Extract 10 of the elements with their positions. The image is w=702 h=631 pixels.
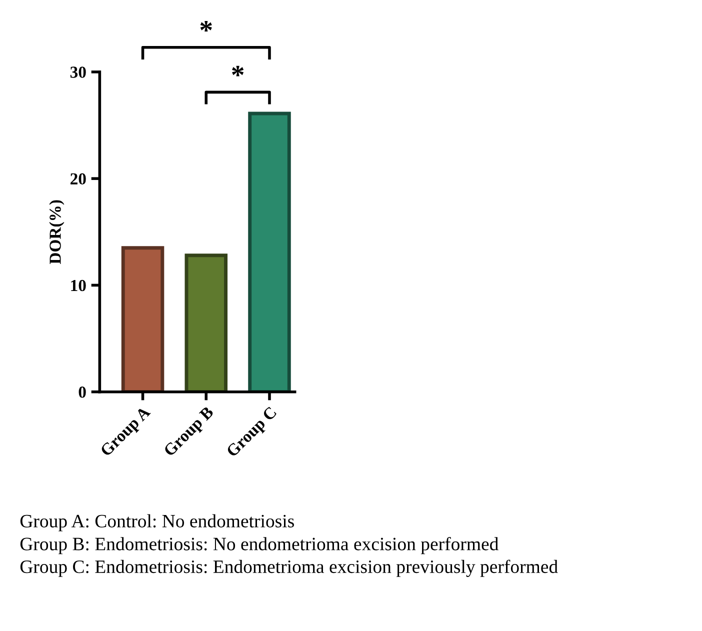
text: Group B: Endometriosis: No endometrioma excision performed — [20, 536, 498, 554]
y-tick-label: 30 — [70, 66, 86, 78]
y-tick-label: 10 — [71, 280, 86, 292]
text: Group A: Control: No endometriosis — [20, 514, 294, 532]
y-tick-label: 0 — [78, 386, 86, 398]
text: Group C: Endometriosis: Endometrioma excision previously performed — [20, 560, 558, 577]
text: * — [200, 21, 212, 32]
y-axis-title: DOR(%) — [49, 200, 64, 264]
annotation: * — [232, 66, 244, 76]
y-tick-label: 20 — [70, 173, 86, 185]
